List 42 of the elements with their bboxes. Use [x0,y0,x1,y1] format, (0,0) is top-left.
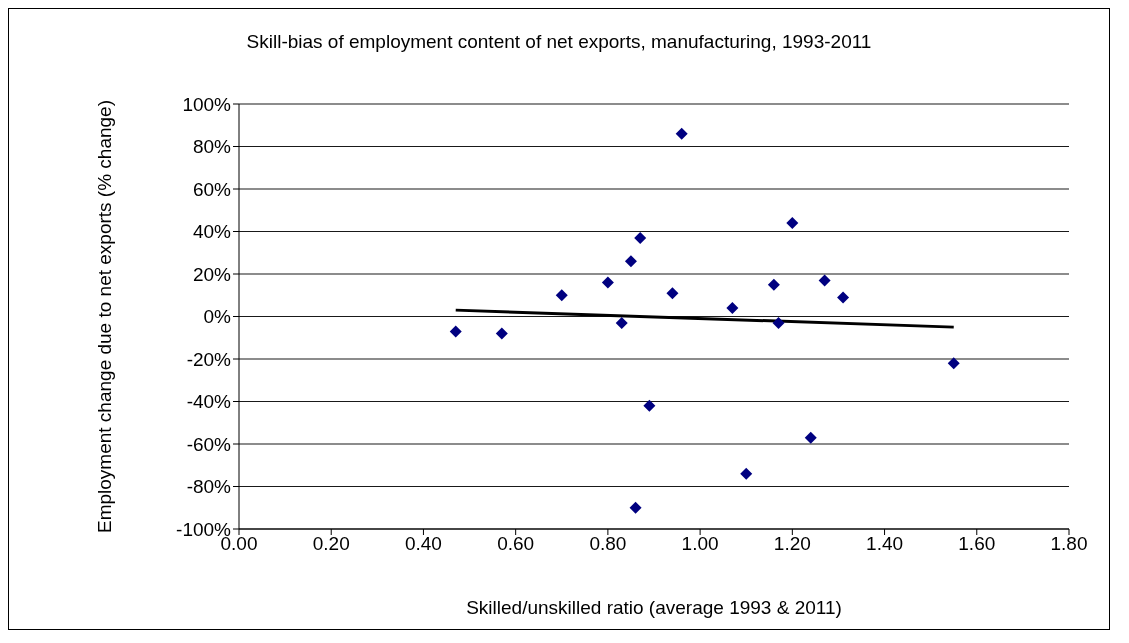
point [601,276,614,289]
point [666,287,679,300]
y-tick-label: 100% [182,93,232,115]
y-tick-label: -80% [186,476,232,498]
y-axis-title: Employment change due to net exports (% change) [93,99,115,534]
point [624,255,637,268]
point [947,357,960,370]
point [615,316,628,329]
point [818,274,831,287]
x-tick-label: 1.60 [958,533,996,555]
point [634,231,647,244]
y-tick-label: 20% [192,263,232,285]
point [449,325,462,338]
y-tick-label: 80% [192,136,232,158]
point [740,467,753,480]
x-tick-label: 1.40 [866,533,904,555]
y-tick-label: 60% [192,178,232,200]
x-axis-title: Skilled/unskilled ratio (average 1993 & 2011) [466,597,842,618]
point [786,217,799,229]
x-tick-label: 0.80 [589,533,627,555]
point [675,127,688,140]
point [555,289,568,302]
y-tick-label: -20% [186,348,232,370]
x-tick-label: 0.20 [312,533,350,555]
point [629,501,642,514]
point [643,399,656,412]
x-tick-label: 1.80 [1050,533,1088,555]
point [726,302,739,314]
x-tick-label: 0.60 [497,533,535,555]
point [767,278,780,291]
y-tick-label: -60% [186,433,232,455]
point [804,431,817,444]
y-tick-label: -40% [186,391,232,413]
y-tick-label: 40% [192,221,232,243]
x-tick-label: 0.40 [404,533,442,555]
point [495,327,508,340]
x-tick-label: 1.00 [681,533,719,555]
y-tick-label: 0% [203,306,232,328]
chart-title: Skill-bias of employment content of net exports, manufacturing, 1993-2011 [245,31,873,53]
point [772,316,785,329]
point [837,291,850,304]
x-tick-label: 1.20 [773,533,811,555]
